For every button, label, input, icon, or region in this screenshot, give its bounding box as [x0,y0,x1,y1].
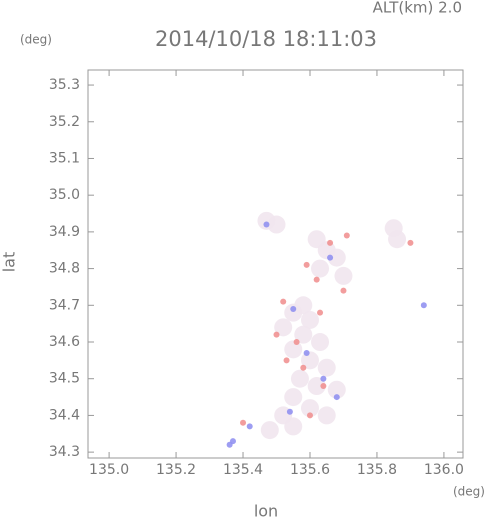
point [388,230,407,249]
x-unit: (deg) [453,485,485,499]
y-axis-label: lat [0,252,19,273]
point [300,399,319,418]
point [407,239,414,246]
point [284,340,303,359]
point [340,287,347,294]
x-tick-label: 135.2 [156,462,196,478]
point [420,302,427,309]
point [306,412,313,419]
x-tick-label: 135.4 [223,462,263,478]
point [334,266,353,285]
point [284,303,303,322]
y-tick-label: 35.1 [49,150,80,166]
plot-frame [87,69,464,459]
point [327,380,346,399]
point [327,239,334,246]
point [273,331,280,338]
point [317,309,324,316]
y-tick-label: 34.4 [49,407,80,423]
subtitle: ALT(km) 2.0 [373,0,462,17]
point [260,421,279,440]
x-tick-label: 135.8 [357,462,397,478]
point [284,388,303,407]
x-tick-label: 135.0 [89,462,129,478]
point [317,406,336,425]
point [240,419,247,426]
point [307,377,326,396]
point [327,248,346,267]
point [300,351,319,370]
point [274,318,293,337]
point [246,423,253,430]
point [290,305,297,312]
point [343,232,350,239]
y-unit: (deg) [20,33,52,47]
y-tick-label: 35.2 [49,114,80,130]
point [317,358,336,377]
y-tick-label: 34.7 [49,297,80,313]
point [284,417,303,436]
point [293,339,300,346]
y-tick-label: 34.6 [49,334,80,350]
point [313,276,320,283]
point [333,394,340,401]
point [280,298,287,305]
point [290,369,309,388]
point [303,261,310,268]
point [283,357,290,364]
point [320,383,327,390]
y-tick-label: 34.3 [49,444,80,460]
x-tick-label: 136.0 [424,462,464,478]
chart-title: 2014/10/18 18:11:03 [155,27,377,51]
point [226,441,233,448]
point [294,325,313,344]
point [320,375,327,382]
y-tick-label: 34.9 [49,224,80,240]
y-tick-label: 34.5 [49,371,80,387]
point [300,310,319,329]
y-tick-label: 34.8 [49,261,80,277]
y-tick-label: 35.0 [49,187,80,203]
point [311,259,330,278]
point [303,350,310,357]
x-tick-label: 135.6 [290,462,330,478]
y-tick-label: 35.3 [49,77,80,93]
point [300,364,307,371]
x-axis-label: lon [254,502,278,521]
point [286,408,293,415]
point [311,333,330,352]
point [257,211,276,230]
point [263,221,270,228]
point [327,254,334,261]
